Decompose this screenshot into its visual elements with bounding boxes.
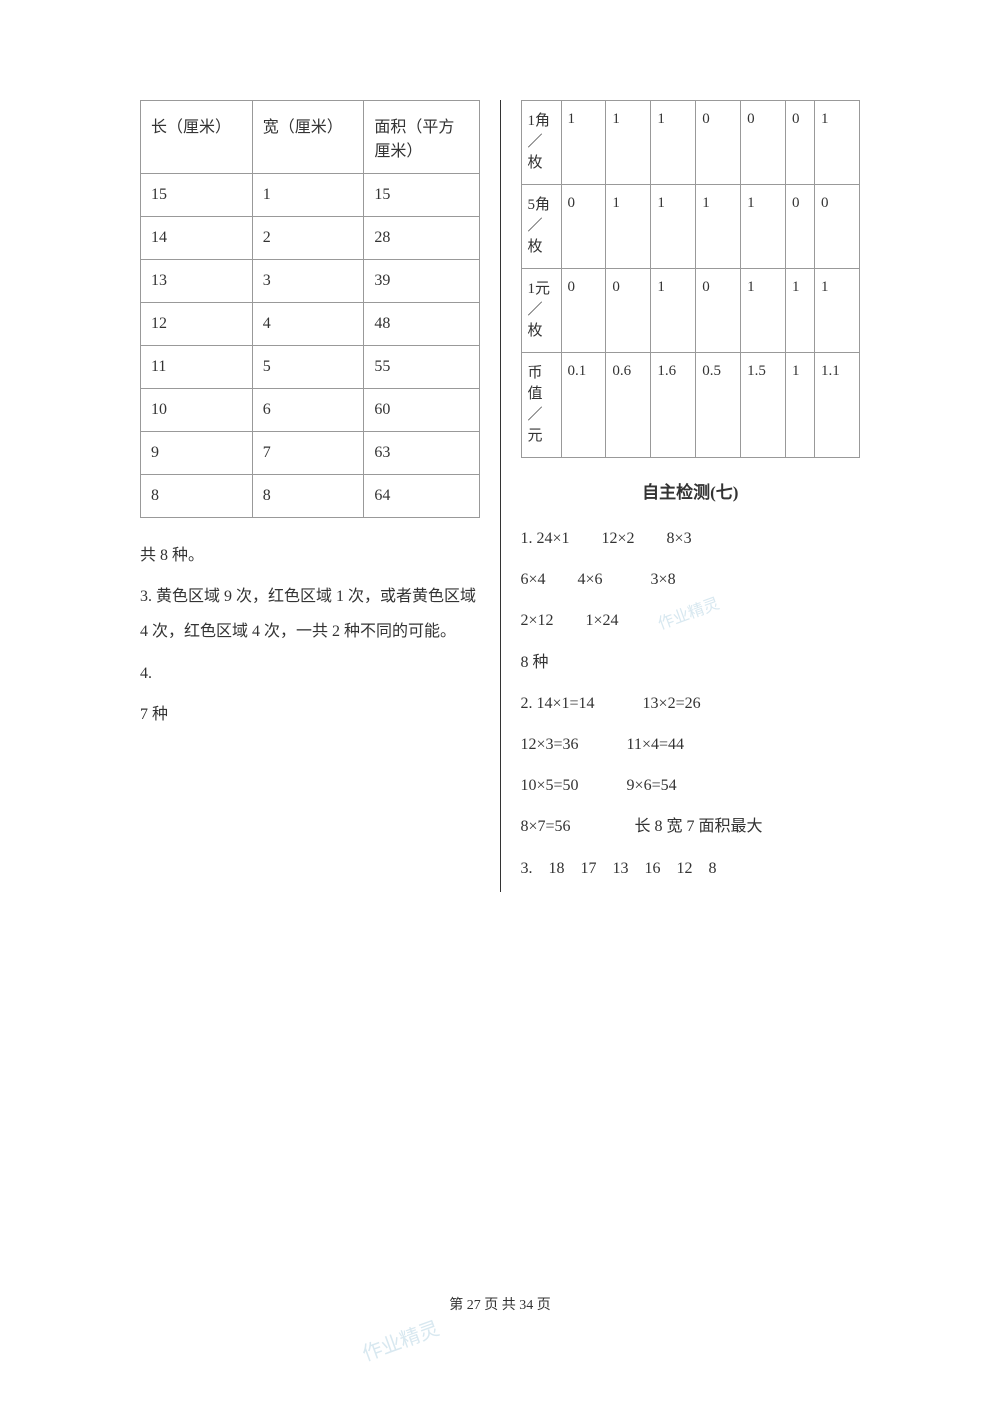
cell: 11 <box>141 346 253 389</box>
cell: 8 <box>141 475 253 518</box>
cell: 1 <box>815 101 860 185</box>
line: 12×3=36 11×4=44 <box>521 727 861 762</box>
cell: 0.5 <box>696 353 741 458</box>
th-area: 面积（平方厘米） <box>364 101 479 174</box>
cell: 39 <box>364 260 479 303</box>
rh: 1元／枚 <box>521 269 561 353</box>
line: 8×7=56 长 8 宽 7 面积最大 <box>521 809 861 844</box>
cell: 1.5 <box>741 353 786 458</box>
left-p1: 共 8 种。 <box>140 538 480 573</box>
cell: 14 <box>141 217 253 260</box>
cell: 0 <box>606 269 651 353</box>
cell: 1 <box>651 269 696 353</box>
cell: 6 <box>252 389 364 432</box>
cell: 1 <box>815 269 860 353</box>
dimensions-table: 长（厘米） 宽（厘米） 面积（平方厘米） 15115 14228 13339 1… <box>140 100 480 518</box>
cell: 1 <box>786 269 815 353</box>
cell: 1 <box>606 185 651 269</box>
cell: 0.1 <box>561 353 606 458</box>
cell: 0.6 <box>606 353 651 458</box>
cell: 1 <box>786 353 815 458</box>
left-p3: 4. <box>140 656 480 691</box>
cell: 4 <box>252 303 364 346</box>
line: 10×5=50 9×6=54 <box>521 768 861 803</box>
cell: 0 <box>815 185 860 269</box>
cell: 55 <box>364 346 479 389</box>
cell: 8 <box>252 475 364 518</box>
cell: 0 <box>561 269 606 353</box>
cell: 1.6 <box>651 353 696 458</box>
line: 2×12 1×24 <box>521 603 861 638</box>
cell: 1 <box>252 174 364 217</box>
rh: 5角／枚 <box>521 185 561 269</box>
cell: 9 <box>141 432 253 475</box>
line: 6×4 4×6 3×8 <box>521 562 861 597</box>
coins-table: 1角／枚 1 1 1 0 0 0 1 5角／枚 0 1 1 1 1 0 0 1元… <box>521 100 861 458</box>
rh: 1角／枚 <box>521 101 561 185</box>
th-length: 长（厘米） <box>141 101 253 174</box>
cell: 15 <box>141 174 253 217</box>
watermark: 作业精灵 <box>357 1312 442 1367</box>
cell: 60 <box>364 389 479 432</box>
cell: 48 <box>364 303 479 346</box>
cell: 0 <box>786 185 815 269</box>
left-p2: 3. 黄色区域 9 次，红色区域 1 次，或者黄色区域 4 次，红色区域 4 次… <box>140 579 480 649</box>
cell: 13 <box>141 260 253 303</box>
cell: 0 <box>741 101 786 185</box>
cell: 2 <box>252 217 364 260</box>
cell: 28 <box>364 217 479 260</box>
cell: 10 <box>141 389 253 432</box>
line: 2. 14×1=14 13×2=26 <box>521 686 861 721</box>
cell: 63 <box>364 432 479 475</box>
th-width: 宽（厘米） <box>252 101 364 174</box>
cell: 1.1 <box>815 353 860 458</box>
cell: 1 <box>561 101 606 185</box>
cell: 1 <box>606 101 651 185</box>
cell: 15 <box>364 174 479 217</box>
line: 3. 18 17 13 16 12 8 <box>521 851 861 886</box>
cell: 1 <box>741 185 786 269</box>
cell: 1 <box>651 185 696 269</box>
line: 1. 24×1 12×2 8×3 <box>521 521 861 556</box>
page-footer: 第 27 页 共 34 页 <box>0 1294 1000 1314</box>
cell: 0 <box>786 101 815 185</box>
cell: 1 <box>741 269 786 353</box>
cell: 12 <box>141 303 253 346</box>
cell: 0 <box>696 269 741 353</box>
cell: 0 <box>696 101 741 185</box>
left-p4: 7 种 <box>140 697 480 732</box>
line: 8 种 <box>521 645 861 680</box>
cell: 0 <box>561 185 606 269</box>
cell: 7 <box>252 432 364 475</box>
rh: 币值／元 <box>521 353 561 458</box>
section-title: 自主检测(七) <box>521 478 861 503</box>
cell: 1 <box>696 185 741 269</box>
cell: 64 <box>364 475 479 518</box>
cell: 1 <box>651 101 696 185</box>
cell: 3 <box>252 260 364 303</box>
cell: 5 <box>252 346 364 389</box>
